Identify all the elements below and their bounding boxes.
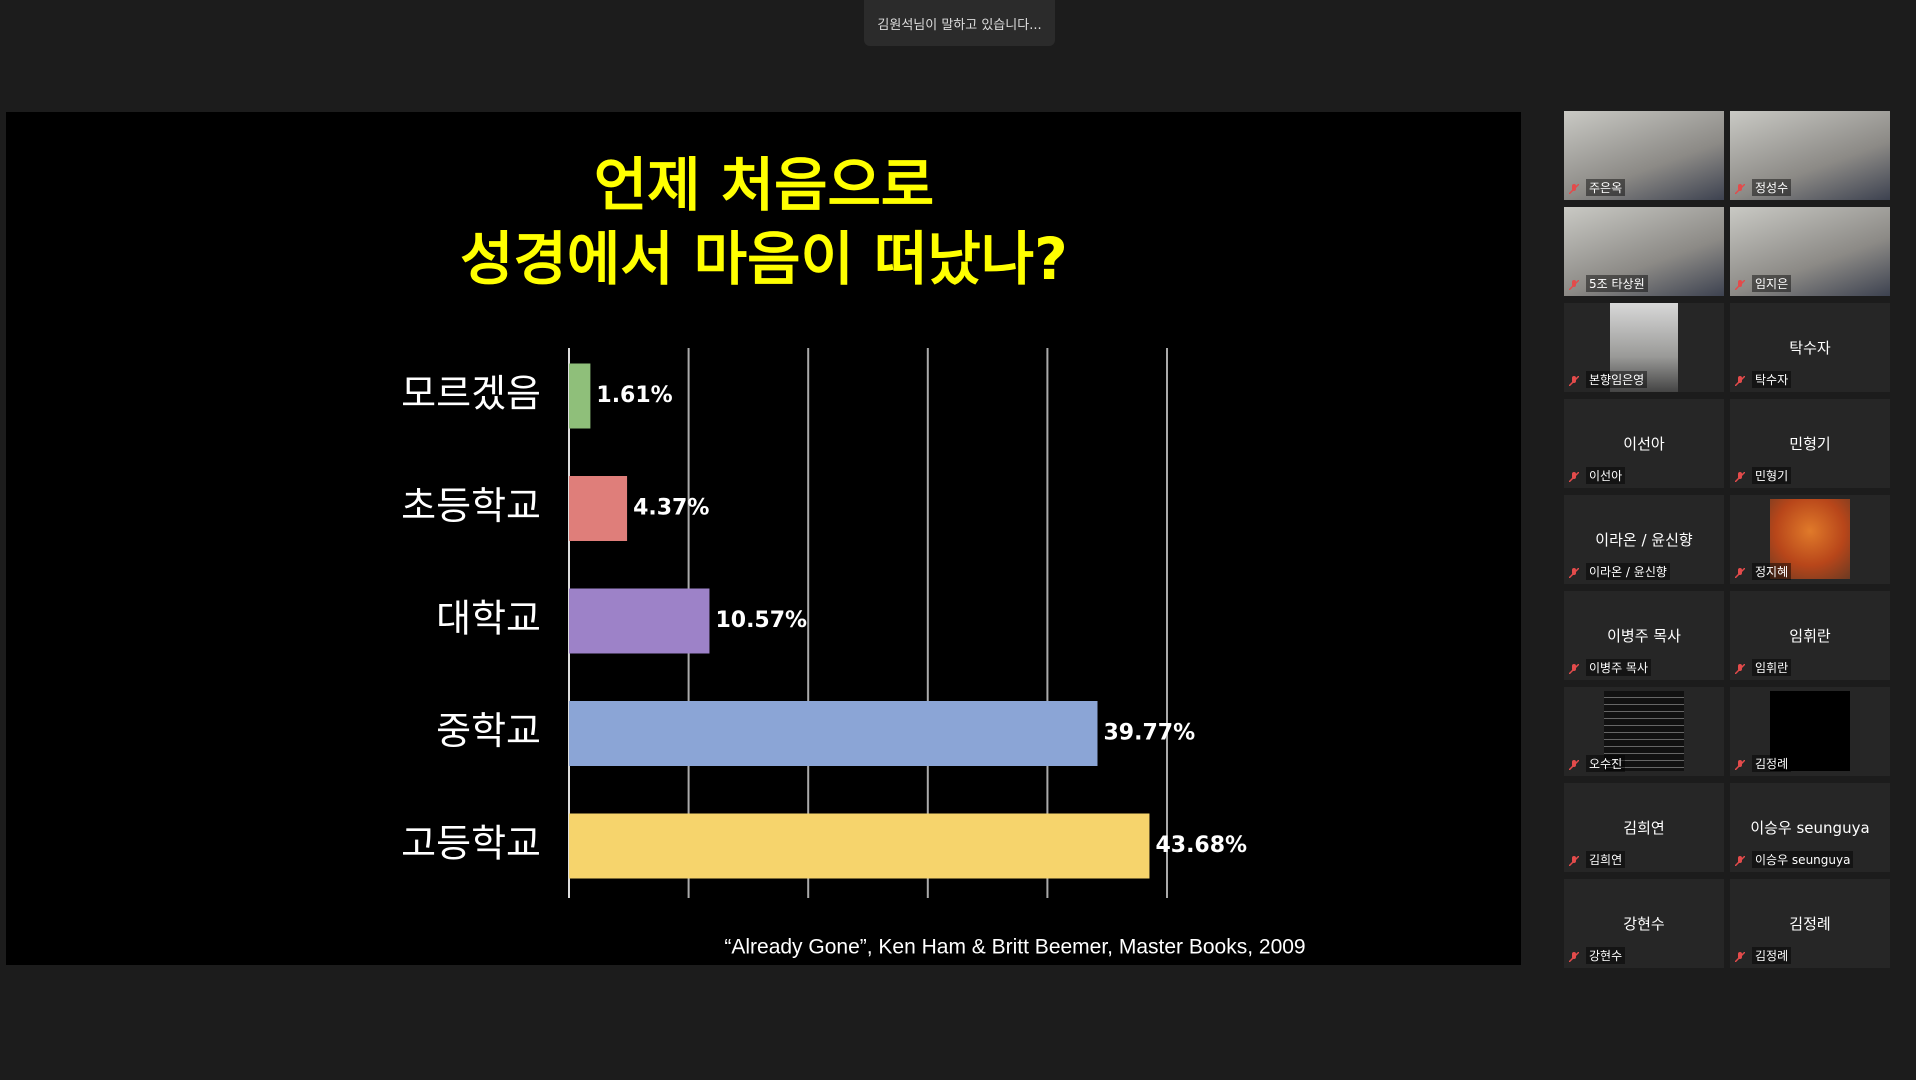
- participant-tile[interactable]: 정지혜: [1730, 495, 1890, 584]
- participant-name: 이라온 / 윤신향: [1595, 531, 1693, 549]
- muted-icon: [1735, 568, 1745, 578]
- participant-label: 이라온 / 윤신향: [1586, 563, 1670, 580]
- value-label: 10.57%: [715, 608, 807, 633]
- participant-tile[interactable]: 이병주 목사 이병주 목사: [1564, 591, 1724, 680]
- citation: “Already Gone”, Ken Ham & Britt Beemer, …: [724, 936, 1305, 959]
- slide-title: 성경에서 마음이 떠났나?: [460, 225, 1068, 293]
- participant-tile[interactable]: 탁수자 탁수자: [1730, 303, 1890, 392]
- video-feed: [1564, 111, 1724, 200]
- bar: [569, 813, 1150, 879]
- participant-label: 주은옥: [1586, 179, 1626, 196]
- video-feed: [1770, 691, 1850, 771]
- muted-icon: [1735, 376, 1745, 386]
- participant-name: 김희연: [1623, 819, 1665, 837]
- muted-icon: [1569, 856, 1579, 866]
- participant-name: 민형기: [1789, 435, 1831, 453]
- bar: [569, 588, 710, 654]
- muted-icon: [1735, 952, 1745, 962]
- video-feed: [1604, 691, 1684, 771]
- muted-icon: [1569, 472, 1579, 482]
- muted-icon: [1735, 184, 1745, 194]
- muted-icon: [1569, 376, 1579, 386]
- participant-name: 이병주 목사: [1607, 627, 1681, 645]
- participant-tile[interactable]: 오수진: [1564, 687, 1724, 776]
- participant-label: 5조 타상원: [1586, 275, 1648, 292]
- slide-title: 언제 처음으로: [594, 151, 934, 219]
- participant-tile[interactable]: 강현수 강현수: [1564, 879, 1724, 968]
- participant-tile[interactable]: 이라온 / 윤신향 이라온 / 윤신향: [1564, 495, 1724, 584]
- participant-name: 임휘란: [1789, 627, 1831, 645]
- muted-icon: [1569, 760, 1579, 770]
- participant-label: 김정례: [1752, 755, 1792, 772]
- video-feed: [1730, 207, 1890, 296]
- value-label: 39.77%: [1103, 721, 1195, 746]
- participant-label: 민형기: [1752, 467, 1792, 484]
- participant-label: 오수진: [1586, 755, 1626, 772]
- participant-tile[interactable]: 민형기 민형기: [1730, 399, 1890, 488]
- participant-label: 이승우 seunguya: [1752, 851, 1854, 868]
- participant-label: 강현수: [1586, 947, 1626, 964]
- participant-name: 강현수: [1623, 915, 1665, 933]
- participant-tile[interactable]: 김정례 김정례: [1730, 879, 1890, 968]
- muted-icon: [1569, 952, 1579, 962]
- participant-name: 탁수자: [1789, 339, 1831, 357]
- muted-icon: [1569, 664, 1579, 674]
- participant-tile[interactable]: 본향임은영: [1564, 303, 1724, 392]
- participant-tile[interactable]: 5조 타상원: [1564, 207, 1724, 296]
- bar: [569, 476, 628, 541]
- participant-label: 정지혜: [1752, 563, 1792, 580]
- value-label: 1.61%: [596, 383, 672, 408]
- participant-tile[interactable]: 김정례: [1730, 687, 1890, 776]
- category-label: 초등학교: [401, 484, 541, 528]
- muted-icon: [1569, 568, 1579, 578]
- video-feed: [1730, 111, 1890, 200]
- video-feed: [1770, 499, 1850, 579]
- video-feed: [1564, 207, 1724, 296]
- muted-icon: [1569, 280, 1579, 290]
- bar: [569, 363, 591, 429]
- muted-icon: [1735, 760, 1745, 770]
- participant-tile[interactable]: 임휘란 임휘란: [1730, 591, 1890, 680]
- bar: [569, 701, 1098, 766]
- muted-icon: [1735, 280, 1745, 290]
- category-label: 고등학교: [401, 822, 541, 866]
- participant-tile[interactable]: 김희연 김희연: [1564, 783, 1724, 872]
- muted-icon: [1569, 184, 1579, 194]
- speaking-banner: 김원석님이 말하고 있습니다...: [864, 0, 1055, 46]
- participant-label: 이병주 목사: [1586, 659, 1652, 676]
- participant-label: 이선아: [1586, 467, 1626, 484]
- muted-icon: [1735, 664, 1745, 674]
- participant-label: 김희연: [1586, 851, 1626, 868]
- participant-label: 김정례: [1752, 947, 1792, 964]
- category-label: 중학교: [436, 709, 541, 753]
- participant-label: 임지은: [1752, 275, 1792, 292]
- participant-tile[interactable]: 이선아 이선아: [1564, 399, 1724, 488]
- muted-icon: [1735, 472, 1745, 482]
- participant-tile[interactable]: 정성수: [1730, 111, 1890, 200]
- participant-name: 이선아: [1623, 435, 1665, 453]
- participant-label: 본향임은영: [1586, 371, 1648, 388]
- participant-label: 탁수자: [1752, 371, 1792, 388]
- participant-name: 김정례: [1789, 915, 1831, 933]
- participant-tile[interactable]: 임지은: [1730, 207, 1890, 296]
- participant-tile[interactable]: 이승우 seunguya 이승우 seunguya: [1730, 783, 1890, 872]
- value-label: 43.68%: [1155, 833, 1247, 858]
- participant-label: 정성수: [1752, 179, 1792, 196]
- participant-tile[interactable]: 주은옥: [1564, 111, 1724, 200]
- value-label: 4.37%: [633, 496, 709, 521]
- category-label: 모르겠음: [401, 372, 541, 416]
- muted-icon: [1735, 856, 1745, 866]
- participant-name: 이승우 seunguya: [1750, 819, 1870, 837]
- video-feed: [1610, 303, 1678, 392]
- participant-label: 임휘란: [1752, 659, 1792, 676]
- category-label: 대학교: [436, 597, 541, 641]
